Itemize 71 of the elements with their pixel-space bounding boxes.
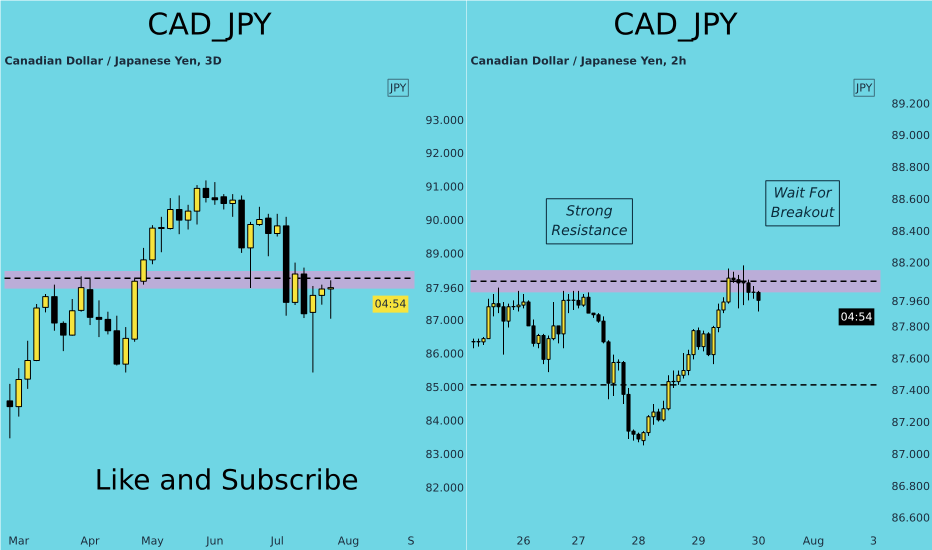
y-tick-label: 86.800 — [892, 480, 930, 493]
x-tick-label: Jun — [205, 534, 224, 548]
annotation: JPY — [388, 81, 407, 94]
y-tick-label: 87.960 — [426, 282, 464, 296]
candlestick — [184, 204, 192, 230]
annotation: Wait For Breakout — [770, 186, 835, 221]
candlestick — [194, 184, 200, 226]
candlestick — [176, 194, 182, 235]
chart-subtitle: Canadian Dollar / Japanese Yen, 3D — [4, 54, 222, 68]
candlestick — [6, 383, 14, 439]
annotation: 04:54 — [374, 298, 406, 311]
chart-title: CAD_JPY — [147, 8, 272, 42]
candlestick — [96, 300, 102, 338]
y-tick-label: 87.400 — [892, 384, 930, 398]
y-tick-label: 87.800 — [892, 320, 930, 334]
candlestick — [104, 311, 112, 335]
y-tick-label: 91.000 — [426, 180, 464, 194]
y-tick-label: 89.200 — [892, 97, 930, 110]
y-tick-label: 84.000 — [426, 414, 464, 428]
candlestick — [318, 284, 326, 306]
y-tick-label: 88.600 — [892, 192, 930, 206]
y-tick-label: 93.000 — [426, 114, 464, 127]
x-tick-label: 30 — [752, 534, 766, 548]
annotation: Strong Resistance — [551, 204, 628, 239]
candlestick — [60, 320, 67, 352]
y-tick-label: 87.200 — [892, 416, 930, 430]
chart-subtitle: Canadian Dollar / Japanese Yen, 2h — [470, 54, 686, 68]
candlestick — [24, 340, 31, 390]
annotation: 04:54 — [840, 310, 872, 324]
y-tick-label: 87.000 — [426, 314, 464, 328]
y-tick-label: 86.000 — [426, 348, 464, 361]
candlestick — [310, 285, 316, 373]
x-tick-label: May — [141, 534, 164, 548]
y-tick-label: 88.200 — [892, 256, 930, 270]
x-tick-label: S — [407, 534, 414, 548]
y-tick-label: 89.000 — [892, 129, 930, 142]
y-tick-label: 87.000 — [892, 448, 930, 461]
annotation: JPY — [854, 81, 873, 94]
y-tick-label: 85.000 — [426, 381, 464, 394]
candlestick — [220, 194, 228, 210]
y-tick-label: 88.800 — [892, 161, 930, 174]
candlestick — [42, 293, 49, 313]
x-tick-label: Apr — [80, 534, 100, 548]
candlestick — [158, 216, 165, 253]
candlestick — [256, 206, 263, 226]
y-tick-label: 88.400 — [892, 224, 930, 238]
y-tick-label: 92.000 — [426, 147, 464, 160]
candlestick — [229, 194, 236, 218]
x-tick-label: 29 — [692, 534, 706, 548]
annotation: Like and Subscribe — [94, 463, 359, 496]
candlestick — [265, 213, 272, 257]
candlestick — [212, 182, 218, 206]
x-tick-label: 26 — [516, 534, 530, 548]
y-tick-label: 83.000 — [426, 448, 464, 461]
x-tick-label: Aug — [802, 534, 824, 548]
candlestick — [274, 213, 280, 238]
x-tick-label: 27 — [572, 534, 586, 548]
candlestick — [167, 198, 174, 230]
y-tick-label: 87.600 — [892, 352, 930, 366]
x-tick-label: 28 — [632, 534, 646, 548]
x-tick-label: 3 — [870, 534, 877, 548]
y-tick-label: 87.960 — [892, 294, 930, 308]
chart-title: CAD_JPY — [613, 8, 738, 42]
y-tick-label: 90.000 — [426, 214, 464, 227]
candlestick — [202, 180, 210, 203]
y-tick-label: 89.000 — [426, 247, 464, 260]
x-tick-label: Mar — [8, 534, 30, 548]
y-tick-label: 86.600 — [892, 512, 930, 525]
x-tick-label: Aug — [338, 534, 360, 548]
y-tick-label: 82.000 — [426, 481, 464, 494]
x-tick-label: Jul — [270, 534, 284, 548]
